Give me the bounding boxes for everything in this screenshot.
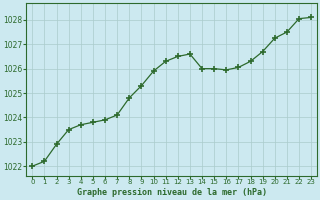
X-axis label: Graphe pression niveau de la mer (hPa): Graphe pression niveau de la mer (hPa)	[77, 188, 267, 197]
